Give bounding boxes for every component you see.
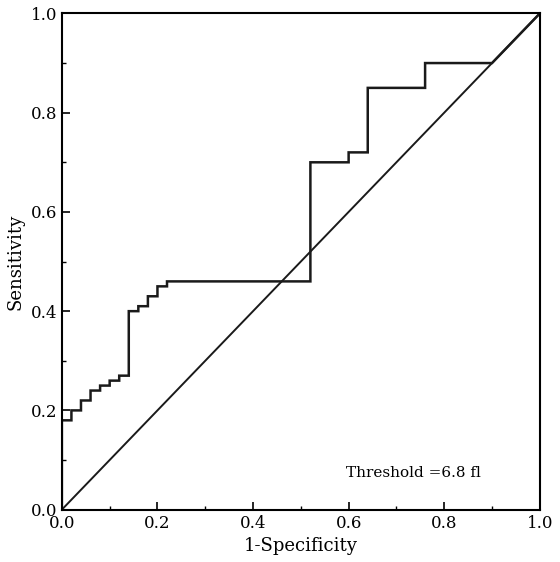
Y-axis label: Sensitivity: Sensitivity	[7, 214, 25, 310]
Text: Threshold =6.8 fl: Threshold =6.8 fl	[346, 466, 481, 480]
X-axis label: 1-Specificity: 1-Specificity	[244, 537, 358, 555]
